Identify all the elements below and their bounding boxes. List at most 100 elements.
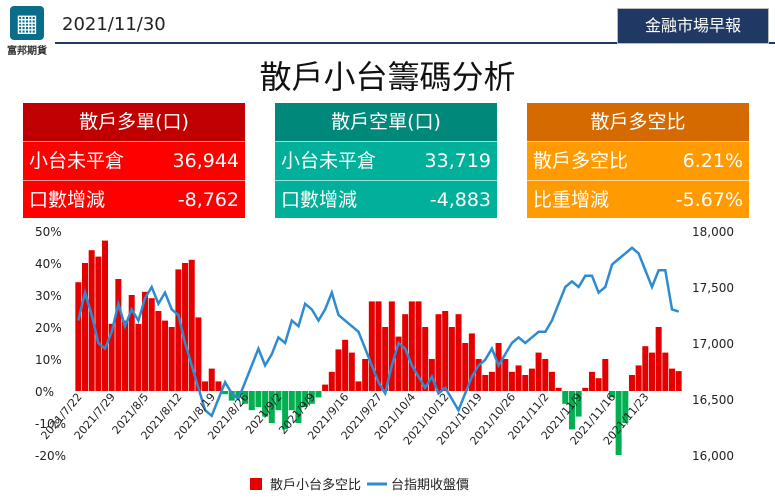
y-tick-label: 20% <box>35 321 62 335</box>
card-label: 小台未平倉 <box>29 150 125 172</box>
card-title: 散戶空單(口) <box>275 103 497 141</box>
card-row: 小台未平倉 33,719 <box>275 141 497 180</box>
bar <box>355 381 362 391</box>
bar <box>255 391 262 407</box>
bar <box>208 368 215 391</box>
bar <box>315 391 322 398</box>
y-tick-label: 0% <box>35 385 54 399</box>
bar <box>108 323 115 391</box>
bar <box>395 336 402 391</box>
bar <box>455 314 462 391</box>
bar <box>188 259 195 391</box>
card-label: 比重增減 <box>533 189 610 211</box>
bar <box>388 301 395 391</box>
bar <box>242 391 249 404</box>
bar <box>442 311 449 391</box>
line <box>77 246 680 418</box>
bar <box>135 323 142 391</box>
bar <box>235 391 242 398</box>
bar <box>662 352 669 391</box>
bar <box>335 349 342 391</box>
bar <box>408 301 415 391</box>
bar <box>168 327 175 391</box>
y-tick-label: 10% <box>35 353 62 367</box>
card-value: 6.21% <box>682 150 743 172</box>
bar <box>268 391 275 423</box>
bar <box>375 301 382 391</box>
logo-icon: ▦ <box>10 6 44 40</box>
bar <box>88 250 95 391</box>
bar <box>342 339 349 391</box>
bar <box>635 365 642 391</box>
card-value: -4,883 <box>429 189 491 211</box>
card-title: 散戶多空比 <box>527 103 749 141</box>
bar <box>322 384 329 391</box>
bar <box>575 391 582 417</box>
card-label: 散戶多空比 <box>533 150 629 172</box>
bar <box>522 375 529 391</box>
bar <box>155 311 162 391</box>
legend-label: 散戶小台多空比 <box>270 477 361 493</box>
y-tick-label: 40% <box>35 257 62 271</box>
bar <box>508 371 515 391</box>
bar <box>402 314 409 391</box>
bar <box>228 391 235 401</box>
y2-tick-label: 17,000 <box>692 337 734 351</box>
legend-label: 台指期收盤價 <box>391 478 469 493</box>
bar <box>328 371 335 391</box>
card-label: 小台未平倉 <box>281 150 377 172</box>
y-tick-label: 30% <box>35 289 62 303</box>
bar <box>642 346 649 391</box>
card-row: 口數增減 -8,762 <box>23 180 245 219</box>
bar <box>75 282 82 391</box>
bar <box>302 391 309 407</box>
card-value: 36,944 <box>172 150 239 172</box>
bar <box>368 301 375 391</box>
bar <box>128 295 135 391</box>
bar <box>348 352 355 391</box>
bar <box>182 263 189 391</box>
bar <box>202 381 209 391</box>
bar <box>622 391 629 423</box>
bar <box>362 359 369 391</box>
bar <box>295 391 302 423</box>
bar <box>615 391 622 455</box>
y-tick-label: -10% <box>35 417 66 431</box>
card-label: 口數增減 <box>281 189 358 211</box>
bar <box>582 387 589 391</box>
bar <box>448 327 455 391</box>
y-tick-label: 50% <box>35 225 62 239</box>
bar <box>122 320 129 391</box>
bar <box>262 391 269 417</box>
bar <box>548 371 555 391</box>
bar <box>568 391 575 430</box>
y-tick-label: -20% <box>35 449 66 463</box>
bar <box>415 301 422 391</box>
bar <box>608 391 615 398</box>
card-row: 口數增減 -4,883 <box>275 180 497 219</box>
bar <box>222 391 229 395</box>
bar <box>308 391 315 404</box>
bar <box>102 240 109 391</box>
bar <box>628 375 635 391</box>
bar <box>535 352 542 391</box>
card: 散戶多單(口) 小台未平倉 36,944 口數增減 -8,762 <box>23 103 245 218</box>
bar <box>515 365 522 391</box>
card-row: 散戶多空比 6.21% <box>527 141 749 180</box>
y2-tick-label: 16,000 <box>692 449 734 463</box>
bar <box>482 375 489 391</box>
card-row: 比重增減 -5.67% <box>527 180 749 219</box>
bar <box>648 352 655 391</box>
bar <box>562 391 569 404</box>
legend-swatch <box>250 478 262 490</box>
badge: 金融市場早報 <box>617 8 769 44</box>
bar <box>528 368 535 391</box>
bar <box>95 256 102 391</box>
bar <box>462 343 469 391</box>
bar <box>275 391 282 411</box>
y2-tick-label: 18,000 <box>692 225 734 239</box>
card-value: -5.67% <box>675 189 743 211</box>
bar <box>542 359 549 391</box>
